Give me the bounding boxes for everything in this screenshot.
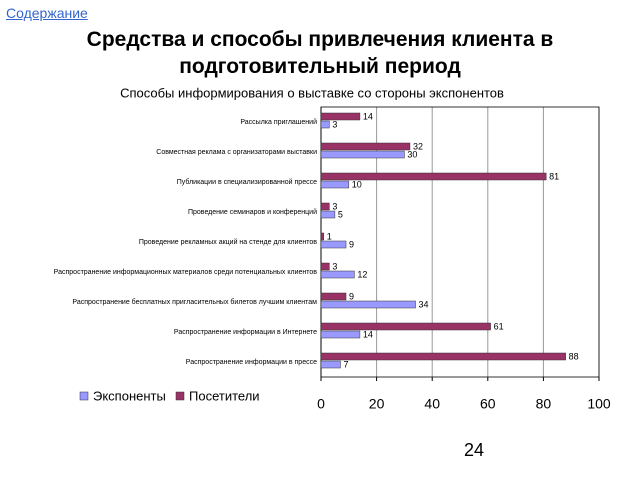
bar (320, 202, 330, 211)
bar (320, 150, 405, 159)
nav-link[interactable]: Содержание (6, 5, 88, 21)
value-label: 5 (338, 209, 343, 219)
x-tick-label: 0 (317, 396, 325, 412)
legend-swatch (175, 391, 185, 401)
bar (320, 142, 411, 151)
bar (320, 352, 566, 361)
x-tick-label: 40 (424, 396, 440, 412)
value-label: 7 (343, 359, 348, 369)
value-label: 3 (332, 119, 337, 129)
value-label: 12 (357, 269, 367, 279)
value-label: 14 (363, 111, 373, 121)
bar (320, 240, 347, 249)
bar (320, 330, 361, 339)
bar (320, 300, 416, 309)
value-label: 61 (494, 321, 504, 331)
bar (320, 172, 547, 181)
bar (320, 180, 350, 189)
value-label: 14 (363, 329, 373, 339)
value-label: 9 (349, 291, 354, 301)
value-label: 32 (413, 141, 423, 151)
y-tick-label: Распространение информации в прессе (186, 359, 317, 366)
page-number: 24 (464, 440, 485, 460)
value-label: 34 (419, 299, 429, 309)
chart-title: Способы информирования о выставке со сто… (120, 85, 504, 100)
y-tick-label: Рассылка приглашений (240, 118, 317, 126)
legend-swatch (79, 391, 89, 401)
y-tick-label: Распространение бесплатных пригласительн… (72, 298, 317, 306)
bar (320, 262, 330, 271)
y-tick-label: Публикации в специализированной прессе (177, 178, 317, 186)
bar (320, 120, 330, 129)
legend-label: Экспоненты (93, 388, 166, 403)
bar (320, 292, 347, 301)
bar (320, 360, 341, 369)
bar (320, 322, 491, 331)
value-label: 9 (349, 239, 354, 249)
x-tick-label: 100 (587, 396, 611, 412)
x-tick-label: 60 (480, 396, 496, 412)
value-label: 3 (332, 261, 337, 271)
value-label: 81 (549, 171, 559, 181)
value-label: 3 (332, 201, 337, 211)
value-label: 10 (352, 179, 362, 189)
bar (320, 270, 355, 279)
y-tick-label: Распространение информационных материало… (54, 269, 318, 276)
y-tick-label: Проведение семинаров и конференций (188, 208, 317, 216)
x-tick-label: 80 (536, 396, 552, 412)
value-label: 30 (407, 149, 417, 159)
slide-title: Средства и способы привлечения клиента в… (86, 28, 554, 78)
y-tick-label: Проведение рекламных акций на стенде для… (139, 238, 317, 246)
y-tick-label: Совместная реклама с организаторами выст… (156, 149, 317, 156)
y-tick-label: Распространение информации в Интернете (174, 329, 317, 336)
bar (320, 232, 325, 241)
value-label: 1 (327, 231, 332, 241)
legend-label: Посетители (189, 388, 260, 403)
value-label: 88 (569, 351, 579, 361)
bar (320, 210, 336, 219)
bar (320, 112, 361, 121)
x-tick-label: 20 (369, 396, 385, 412)
